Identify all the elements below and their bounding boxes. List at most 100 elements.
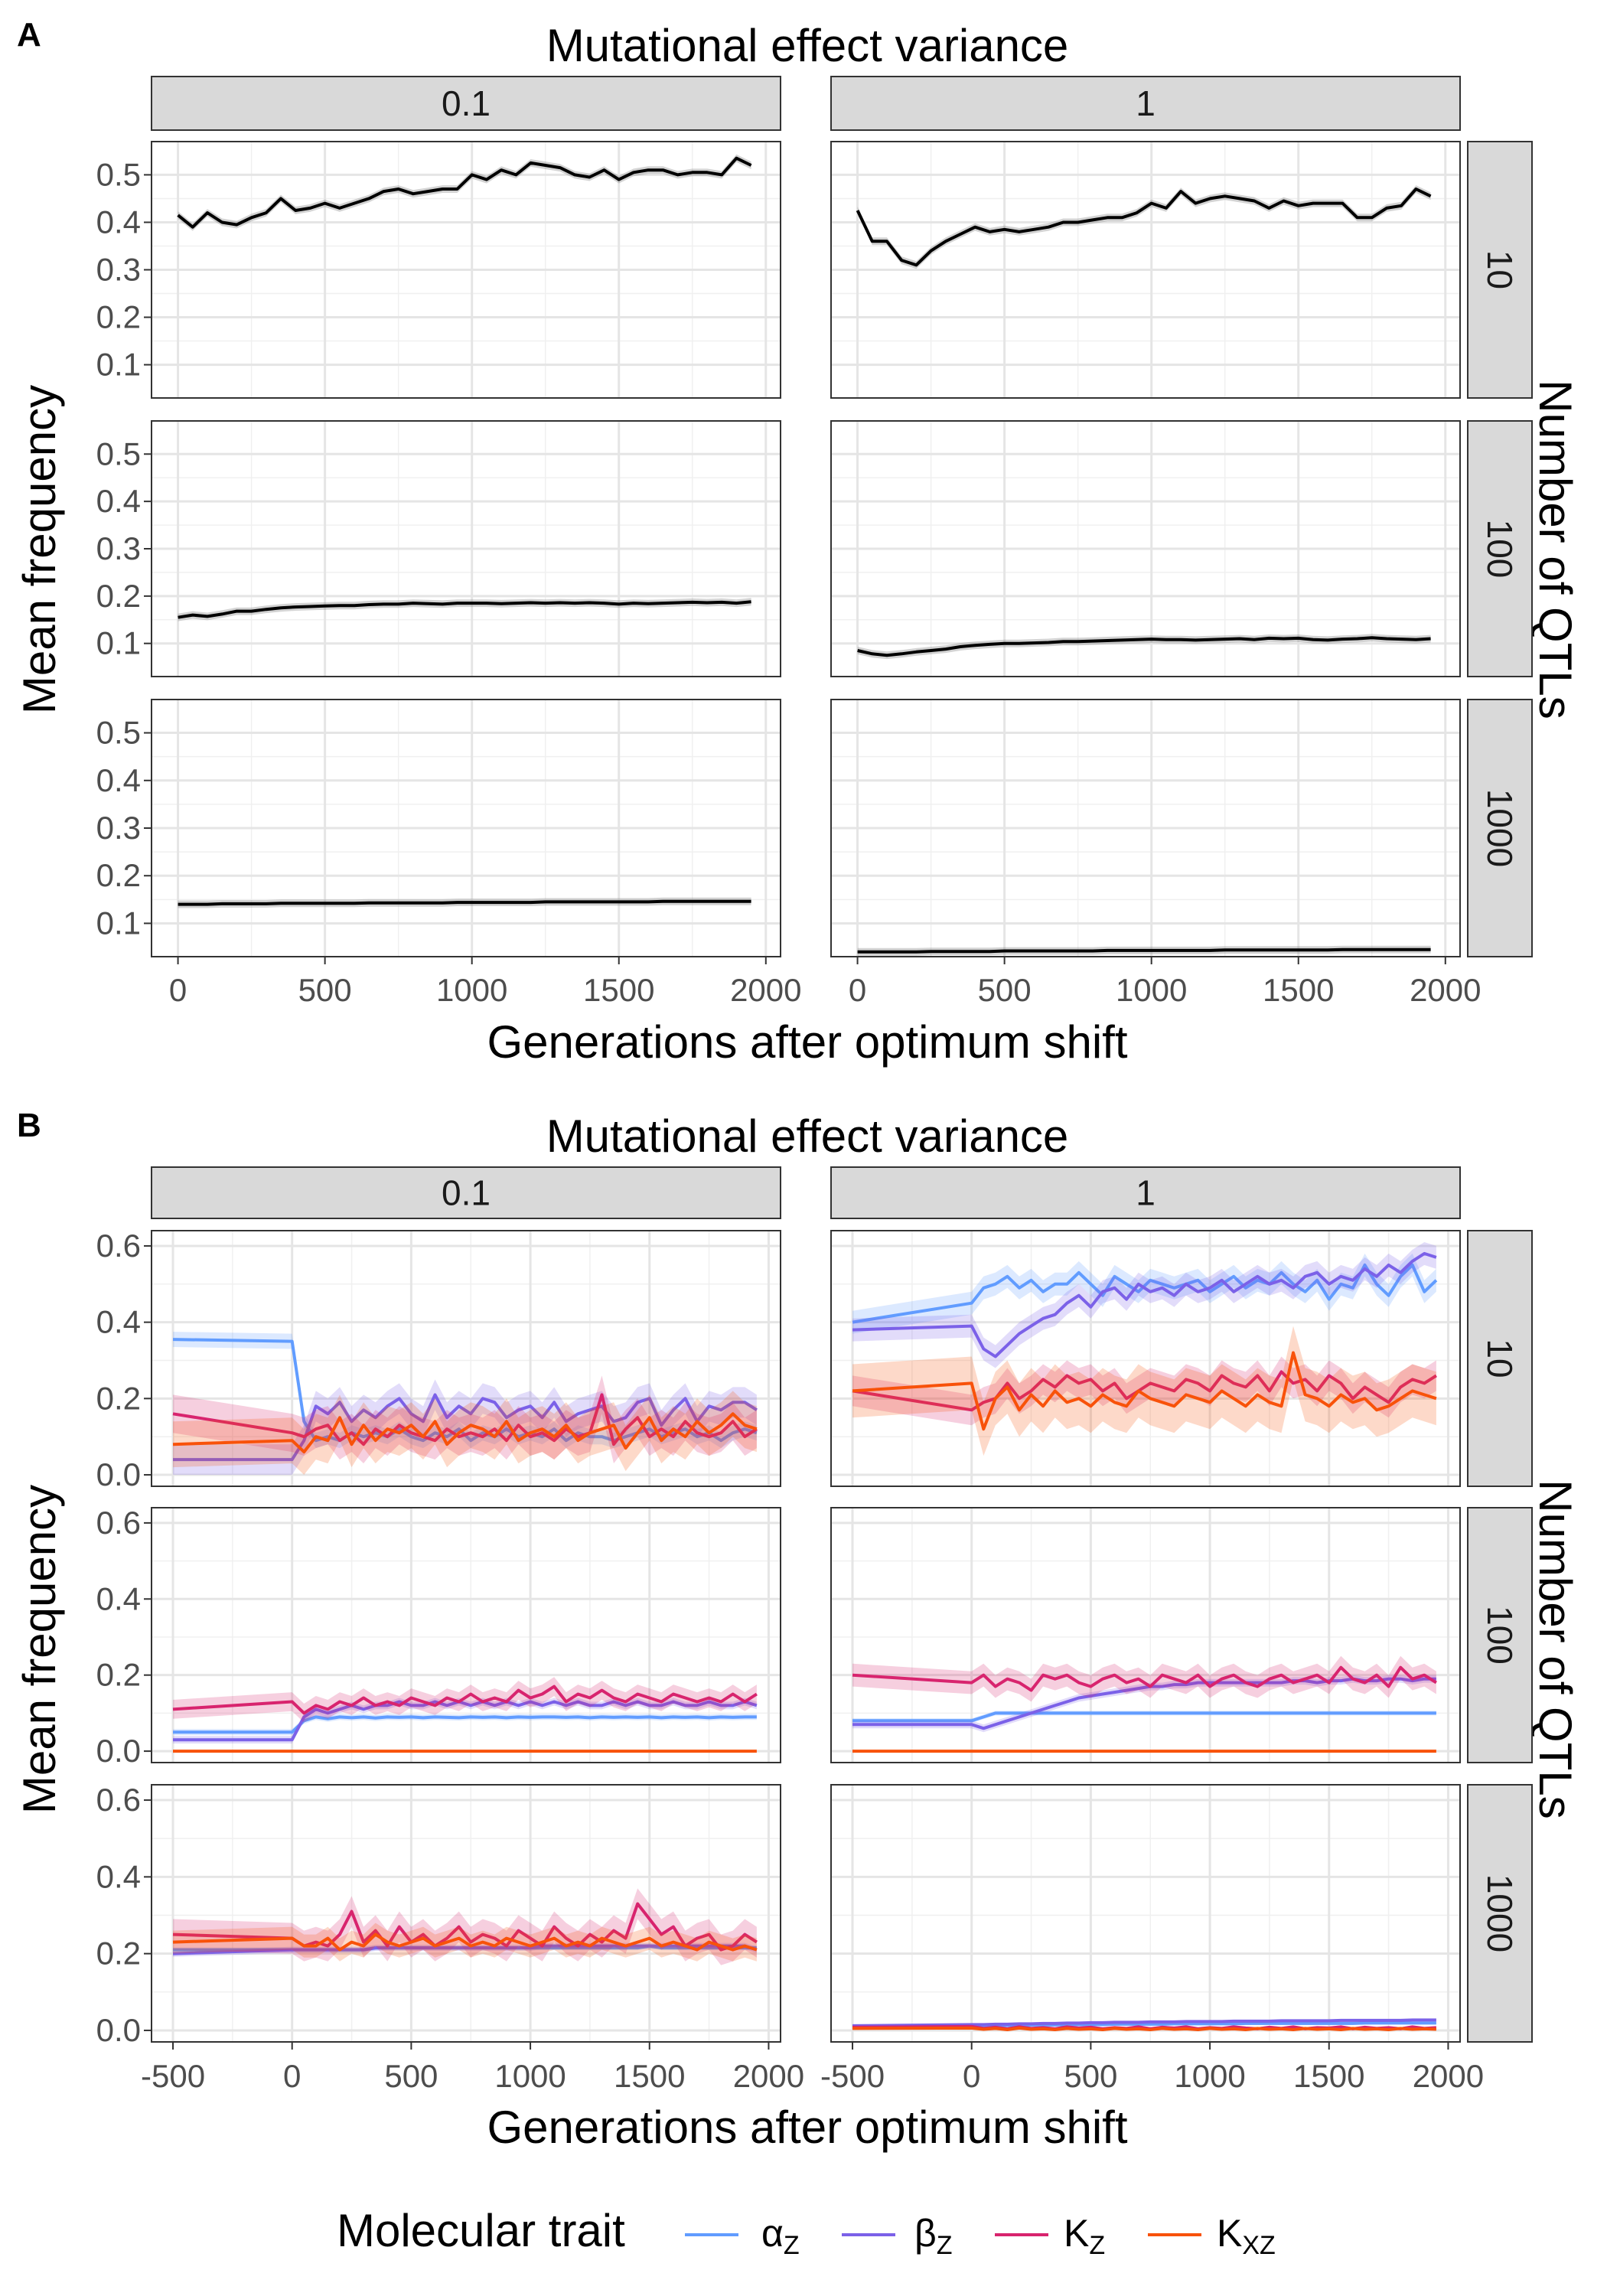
- y-tick-label-a-row1-03: 0.3: [96, 530, 141, 566]
- ribbon-b-1-100-kz: [852, 1655, 1436, 1702]
- series-line-a-01-10-mean: [177, 156, 752, 229]
- legend-item-k-xz: KXZ: [1148, 2212, 1276, 2260]
- strip-bg-a-col-1: [830, 76, 1461, 131]
- panel-a-y-title: Mean frequency: [14, 385, 65, 714]
- x-tick-label-b-col1-0: 0: [963, 2058, 980, 2094]
- x-tick-label-a-col0-500: 500: [298, 972, 352, 1008]
- facet-a-01-10: [144, 141, 781, 399]
- strip-label-a-row-10: 10: [1480, 250, 1520, 289]
- series-line-a-01-100-mean: [178, 600, 751, 619]
- legend-label-k-z: KZ: [1064, 2212, 1105, 2260]
- legend-item-alpha-z: αZ: [685, 2212, 800, 2260]
- x-tick-label-a-col0-0: 0: [169, 972, 187, 1008]
- y-tick-label-a-row1-04: 0.4: [96, 483, 141, 519]
- facet-bg-b-01-10: [152, 1231, 781, 1486]
- x-tick-label-b-col0-500: 500: [384, 2058, 438, 2094]
- y-tick-label-b-row0-02: 0.2: [96, 1380, 141, 1416]
- x-tick-label-a-col1-1000: 1000: [1116, 972, 1187, 1008]
- strip-bg-a-row-100: [1467, 420, 1533, 677]
- series-line-b-1-10-z: [852, 1263, 1438, 1324]
- facet-border-b-1-10: [830, 1230, 1461, 1487]
- facet-a-01-1000: [144, 699, 781, 964]
- y-tick-label-a-row0-05: 0.5: [96, 156, 141, 192]
- series-line-a-1-1000-mean: [857, 947, 1431, 954]
- facet-bg-b-1-1000: [831, 1785, 1460, 2042]
- ribbon-b-01-10-z: [173, 1379, 757, 1475]
- facet-a-1-100: [830, 420, 1461, 677]
- facet-bg-b-01-100: [152, 1508, 781, 1763]
- strip-label-b-row-10: 10: [1480, 1339, 1520, 1378]
- facet-border-a-1-10: [830, 141, 1461, 399]
- ribbon-a-1-100-mean: [857, 634, 1431, 660]
- y-tick-label-b-row0-0: 0.0: [96, 1456, 141, 1492]
- x-tick-label-b-col1-1500: 1500: [1293, 2058, 1364, 2094]
- y-tick-label-a-row0-03: 0.3: [96, 252, 141, 288]
- legend-item-beta-z: βZ: [842, 2212, 953, 2260]
- panel-b-right-title: Number of QTLs: [1530, 1479, 1581, 1818]
- legend-label-k-xz: KXZ: [1217, 2212, 1276, 2260]
- panel-b-y-title: Mean frequency: [14, 1485, 65, 1814]
- ribbon-b-01-100-z: [173, 1714, 757, 1736]
- y-tick-label-a-row1-02: 0.2: [96, 578, 141, 614]
- ribbon-b-01-10-kz: [173, 1375, 757, 1464]
- facet-b-01-1000: [144, 1784, 781, 2050]
- legend-item-k-z: KZ: [995, 2212, 1105, 2260]
- legend-title: Molecular trait: [337, 2205, 625, 2256]
- x-tick-label-a-col0-2000: 2000: [730, 972, 801, 1008]
- strip-bg-b-row-10: [1467, 1230, 1533, 1487]
- ribbon-b-01-10-kxz: [173, 1391, 757, 1475]
- facet-border-a-1-1000: [830, 699, 1461, 957]
- x-tick-label-a-col0-1000: 1000: [436, 972, 507, 1008]
- x-tick-label-b-col0-1500: 1500: [614, 2058, 685, 2094]
- x-tick-label-a-col0-1500: 1500: [583, 972, 654, 1008]
- series-line-b-1-1000-kxz: [852, 2026, 1436, 2031]
- y-tick-label-b-row2-06: 0.6: [96, 1782, 141, 1818]
- y-tick-label-b-row2-04: 0.4: [96, 1858, 141, 1894]
- panel-a-x-title: Generations after optimum shift: [487, 1016, 1127, 1068]
- x-tick-label-a-col1-1500: 1500: [1263, 972, 1334, 1008]
- series-line-b-01-1000-z: [172, 1944, 758, 1955]
- series-line-b-1-100-z: [852, 1711, 1436, 1723]
- x-tick-label-b-col1-1000: 1000: [1174, 2058, 1245, 2094]
- series-line-a-1-10-mean: [856, 188, 1432, 267]
- x-tick-label-a-col1-2000: 2000: [1410, 972, 1481, 1008]
- y-tick-label-a-row0-01: 0.1: [96, 347, 141, 383]
- facet-border-b-01-1000: [151, 1784, 781, 2043]
- strip-label-a-col-01: 0.1: [442, 83, 491, 123]
- y-tick-label-b-row0-06: 0.6: [96, 1228, 141, 1264]
- x-tick-label-b-col1-500: 500: [1064, 2058, 1117, 2094]
- ribbon-b-1-10-z: [852, 1253, 1436, 1334]
- strip-label-a-row-100: 100: [1480, 520, 1520, 579]
- strip-label-b-row-1000: 1000: [1480, 1874, 1520, 1952]
- facet-border-a-1-100: [830, 420, 1461, 677]
- strip-label-a-row-1000: 1000: [1480, 789, 1520, 867]
- y-tick-label-a-row1-05: 0.5: [96, 435, 141, 471]
- series-line-a-01-1000-mean: [178, 899, 751, 906]
- y-tick-label-a-row0-04: 0.4: [96, 204, 141, 240]
- ribbon-b-01-100-kz: [173, 1677, 757, 1723]
- x-tick-label-a-col1-0: 0: [849, 972, 866, 1008]
- facet-border-b-01-10: [151, 1230, 781, 1487]
- strip-bg-a-col-01: [151, 76, 781, 131]
- y-tick-label-a-row2-05: 0.5: [96, 715, 141, 751]
- y-tick-label-b-row1-06: 0.6: [96, 1505, 141, 1541]
- facet-bg-b-01-1000: [152, 1785, 781, 2042]
- series-line-b-01-1000-kxz: [172, 1932, 758, 1952]
- x-tick-label-b-col0-2000: 2000: [733, 2058, 804, 2094]
- facet-b-01-100: [144, 1507, 781, 1763]
- legend-label-beta-z: βZ: [914, 2212, 953, 2260]
- x-tick-label-b-col1-500: -500: [820, 2058, 885, 2094]
- y-tick-label-b-row0-04: 0.4: [96, 1304, 141, 1340]
- y-tick-label-b-row2-02: 0.2: [96, 1936, 141, 1971]
- facet-a-01-100: [144, 420, 781, 677]
- x-tick-label-b-col1-2000: 2000: [1413, 2058, 1484, 2094]
- y-tick-label-a-row2-01: 0.1: [96, 905, 141, 941]
- legend: Molecular trait αZ βZ KZ KXZ: [337, 2205, 1276, 2260]
- legend-label-alpha-z: αZ: [761, 2212, 800, 2260]
- strip-bg-a-row-1000: [1467, 699, 1533, 957]
- strip-label-b-row-100: 100: [1480, 1606, 1520, 1665]
- strip-label-b-col-01: 0.1: [442, 1173, 491, 1213]
- facet-border-b-01-100: [151, 1507, 781, 1763]
